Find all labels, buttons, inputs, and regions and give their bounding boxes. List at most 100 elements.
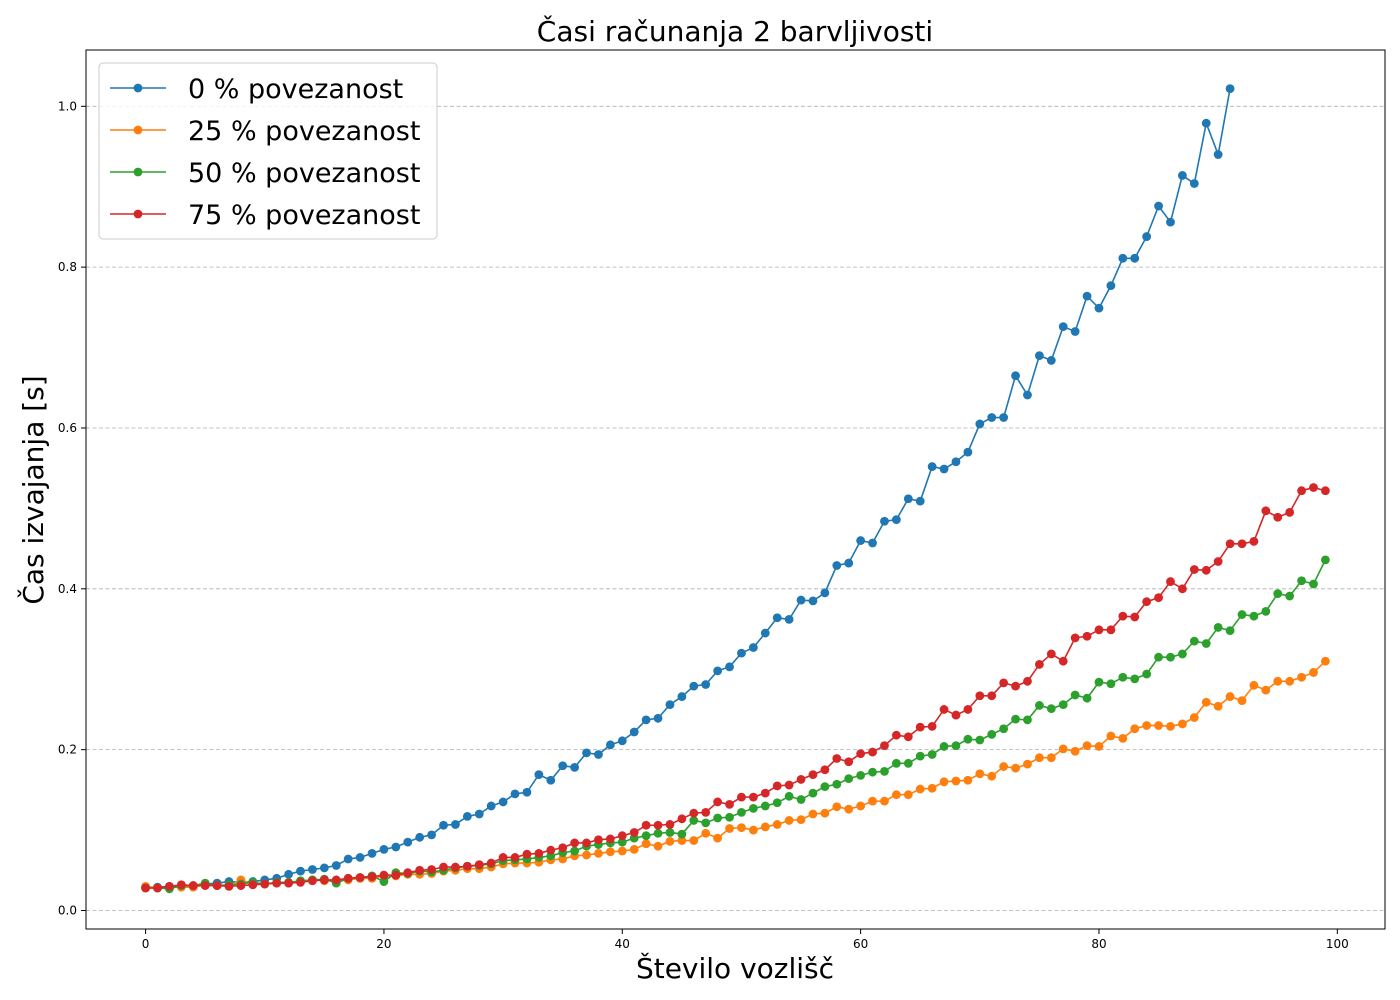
data-point bbox=[1118, 734, 1128, 743]
data-point bbox=[701, 818, 711, 828]
data-point bbox=[284, 878, 293, 888]
data-point bbox=[594, 750, 603, 759]
data-point bbox=[713, 797, 723, 807]
data-point bbox=[462, 861, 472, 871]
data-point bbox=[951, 776, 961, 786]
data-point bbox=[701, 680, 711, 689]
data-point bbox=[880, 796, 889, 806]
data-point bbox=[1285, 591, 1295, 601]
data-point bbox=[236, 881, 246, 890]
data-point bbox=[939, 777, 949, 787]
data-point bbox=[1142, 597, 1152, 607]
data-point bbox=[1058, 700, 1068, 710]
y-tick-label: 0.0 bbox=[58, 904, 77, 918]
data-point bbox=[903, 790, 913, 800]
data-point bbox=[999, 678, 1009, 688]
data-point bbox=[1082, 291, 1092, 301]
data-point bbox=[1201, 565, 1211, 575]
data-point bbox=[1118, 253, 1128, 263]
data-point bbox=[165, 881, 174, 891]
data-point bbox=[1130, 674, 1140, 684]
plot-frame bbox=[85, 49, 1386, 930]
data-point bbox=[999, 762, 1009, 771]
data-point bbox=[379, 870, 389, 880]
data-point bbox=[796, 815, 806, 825]
data-point bbox=[868, 747, 877, 757]
data-point bbox=[1166, 721, 1175, 731]
data-point bbox=[617, 831, 627, 841]
data-point bbox=[963, 734, 973, 744]
y-tick-label: 1.0 bbox=[58, 99, 77, 113]
data-point bbox=[772, 781, 782, 791]
data-point bbox=[427, 830, 437, 840]
data-point bbox=[760, 822, 770, 832]
data-point bbox=[1154, 652, 1163, 662]
legend-label: 75 % povezanost bbox=[188, 200, 420, 231]
data-point bbox=[844, 757, 854, 767]
data-point bbox=[1058, 322, 1068, 332]
data-point bbox=[1106, 731, 1116, 741]
data-point bbox=[570, 846, 580, 856]
legend-marker bbox=[133, 167, 143, 177]
data-point bbox=[1070, 327, 1080, 336]
data-point bbox=[939, 464, 949, 474]
data-point bbox=[1106, 679, 1116, 689]
data-point bbox=[1225, 692, 1235, 701]
data-point bbox=[558, 854, 568, 864]
data-point bbox=[1249, 680, 1259, 690]
data-point bbox=[1273, 589, 1283, 599]
series-layer bbox=[141, 84, 1330, 894]
data-point bbox=[820, 588, 830, 598]
data-point bbox=[772, 613, 782, 623]
x-tick-label: 60 bbox=[853, 937, 868, 951]
data-point bbox=[891, 758, 901, 768]
data-point bbox=[1309, 668, 1318, 677]
data-point bbox=[510, 853, 520, 862]
series-line bbox=[145, 486, 1326, 889]
data-point bbox=[1178, 649, 1187, 659]
data-point bbox=[713, 666, 723, 676]
data-point bbox=[1261, 606, 1271, 616]
legend-marker bbox=[133, 83, 143, 93]
data-point bbox=[1034, 753, 1044, 763]
data-point bbox=[653, 841, 663, 851]
data-point bbox=[617, 846, 627, 856]
data-point bbox=[939, 705, 949, 714]
data-point bbox=[308, 876, 317, 886]
data-point bbox=[689, 836, 699, 845]
data-point bbox=[1249, 536, 1259, 546]
data-point bbox=[844, 774, 854, 784]
data-point bbox=[355, 873, 365, 882]
data-point bbox=[1070, 633, 1080, 643]
data-point bbox=[915, 751, 925, 761]
data-point bbox=[975, 691, 985, 701]
data-point bbox=[308, 865, 317, 874]
data-point bbox=[701, 828, 711, 838]
series-line bbox=[145, 559, 1327, 890]
data-point bbox=[260, 879, 270, 889]
data-point bbox=[999, 724, 1009, 734]
data-point bbox=[546, 845, 556, 855]
data-point bbox=[1011, 681, 1020, 691]
data-point bbox=[665, 820, 675, 829]
data-point bbox=[427, 865, 437, 874]
data-point bbox=[1178, 171, 1187, 180]
data-point bbox=[141, 883, 150, 893]
data-point bbox=[1321, 555, 1330, 565]
data-point bbox=[820, 765, 830, 775]
data-point bbox=[1213, 150, 1223, 159]
data-point bbox=[641, 831, 651, 841]
data-point bbox=[1023, 715, 1032, 725]
data-point bbox=[224, 881, 234, 891]
data-point bbox=[1273, 512, 1283, 522]
data-point bbox=[1082, 693, 1092, 703]
data-point bbox=[987, 729, 997, 739]
data-point bbox=[963, 705, 973, 714]
data-point bbox=[1237, 539, 1247, 549]
data-point bbox=[725, 799, 734, 809]
data-point bbox=[748, 825, 758, 835]
data-point bbox=[844, 558, 854, 568]
data-point bbox=[915, 722, 925, 732]
data-point bbox=[403, 837, 413, 847]
